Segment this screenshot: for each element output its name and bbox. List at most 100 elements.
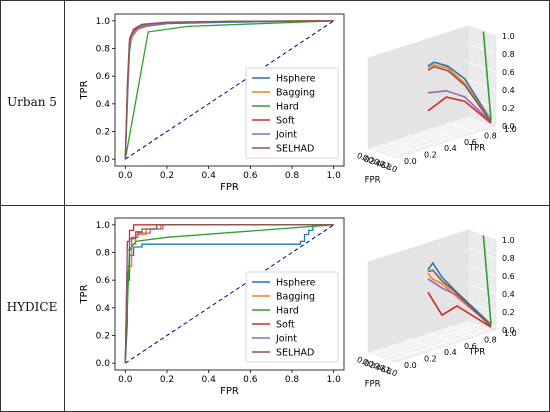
x-tick-label-3d: 1.0 — [383, 365, 398, 379]
surface-curve — [427, 269, 492, 327]
grid-line — [390, 327, 491, 361]
x-axis-label: FPR — [220, 182, 239, 193]
y-tick-label: 1.0 — [96, 221, 111, 231]
series-line-hard — [124, 20, 334, 160]
y-tick-label-3d: 0.4 — [444, 348, 457, 357]
y-axis-label: TPR — [79, 284, 90, 304]
grid-line — [467, 301, 497, 313]
surface-curve — [482, 31, 492, 121]
side-pane — [367, 229, 469, 353]
x-tick-label: 0.8 — [285, 171, 300, 181]
y-tick-label: 0.4 — [96, 304, 111, 314]
z-tick-label-3d: 0.4 — [502, 86, 515, 95]
grid-line — [373, 117, 474, 151]
z-tick-label-3d: 1.0 — [502, 32, 515, 41]
surface-curve — [427, 291, 492, 328]
grid-line — [407, 134, 437, 146]
y-tick-label-3d: 0.0 — [404, 157, 417, 166]
surface-curve — [482, 235, 492, 325]
y-tick-label-3d: 1.0 — [504, 125, 517, 134]
grid-line — [467, 97, 497, 109]
z-tick-label-3d: 0.0 — [502, 122, 515, 131]
y-tick-label-3d: 0.4 — [444, 144, 457, 153]
x-tick-label: 0.8 — [285, 375, 300, 385]
grid-line — [373, 321, 474, 355]
x-tick-label: 0.2 — [160, 171, 174, 181]
y-tick-label: 0.0 — [96, 155, 111, 165]
y-axis-label-3d: TPR — [468, 143, 485, 153]
surface-curve — [427, 61, 492, 121]
y-tick-label-3d: 0.8 — [484, 131, 497, 140]
grid-line — [467, 247, 497, 259]
y-tick-label: 0.6 — [96, 276, 111, 286]
series-line-selhad — [124, 224, 334, 364]
legend-label: Bagging — [276, 292, 315, 303]
roc-chart-1: 0.0 0.2 0.4 0.6 0.8 1.0 0.0 0.2 0.4 0.6 0.8 1.0 FPR T… — [79, 217, 345, 397]
grid-line — [427, 128, 457, 140]
y-tick-label-3d: 0.2 — [424, 355, 437, 364]
x-axis-label-3d: FPR — [365, 176, 381, 186]
y-tick-label-3d: 0.0 — [404, 361, 417, 370]
y-tick-label: 0.6 — [96, 72, 111, 82]
z-tick-label-3d: 0.8 — [502, 254, 515, 263]
x-tick-label-3d: 1.0 — [383, 161, 398, 175]
series-line-joint — [124, 224, 334, 364]
row-label-urban5: Urban 5 — [7, 95, 57, 109]
series-line-soft — [124, 224, 334, 364]
grid-line — [387, 141, 417, 152]
grid-line — [447, 122, 477, 133]
y-tick-label-3d: 0.6 — [464, 138, 477, 147]
x-tick-label: 0.4 — [201, 375, 216, 385]
x-tick-label: 0.2 — [160, 375, 174, 385]
y-tick-label: 0.2 — [96, 127, 110, 137]
x-axis-label-3d: FPR — [365, 380, 381, 390]
surface-curve — [427, 65, 492, 123]
roc-3d-chart-1: 0.00.20.40.60.81.0 0.00.20.40.60.81.00.00… — [355, 229, 517, 390]
grid-line — [427, 332, 457, 344]
grid-line — [467, 43, 497, 55]
surface-curve — [427, 64, 492, 122]
legend-label: SELHAD — [276, 144, 314, 155]
surface-curve — [427, 261, 492, 325]
grid-line — [467, 79, 497, 91]
grid-line — [379, 323, 480, 357]
x-tick-label: 0.0 — [118, 375, 133, 385]
legend-label: Soft — [276, 320, 295, 331]
y-tick-label-3d: 1.0 — [504, 329, 517, 338]
x-axis-label: FPR — [220, 386, 239, 397]
grid-line — [379, 119, 480, 153]
z-tick-label-3d: 1.0 — [502, 236, 515, 245]
x-tick-label: 0.6 — [243, 375, 258, 385]
x-tick-label: 0.4 — [201, 171, 216, 181]
grid-line — [390, 123, 491, 157]
row-label-hydice: HYDICE — [6, 300, 58, 314]
grid-line — [407, 338, 437, 350]
y-tick-label: 1.0 — [96, 17, 111, 27]
roc-3d-chart-0: 0.00.20.40.60.81.0 0.00.20.40.60.81.00.00… — [355, 25, 517, 186]
y-tick-label: 0.0 — [96, 359, 111, 369]
roc-chart-0: 0.0 0.2 0.4 0.6 0.8 1.0 0.0 0.2 0.4 0.6 0.8 1.0 FPR T… — [79, 13, 345, 193]
legend-label: Joint — [275, 334, 297, 345]
back-pane — [467, 25, 497, 127]
legend-label: SELHAD — [276, 348, 314, 359]
y-tick-label: 0.4 — [96, 100, 111, 110]
grid-line — [387, 345, 417, 356]
legend-box — [245, 67, 339, 159]
y-tick-label: 0.8 — [96, 45, 111, 55]
grid-line — [384, 325, 485, 359]
x-tick-label: 1.0 — [327, 171, 342, 181]
legend-label: Hard — [276, 306, 299, 317]
y-tick-label: 0.2 — [96, 331, 110, 341]
grid-line — [384, 121, 485, 155]
z-tick-label-3d: 0.2 — [502, 104, 515, 113]
legend-label: Soft — [276, 116, 295, 127]
y-tick-label-3d: 0.8 — [484, 335, 497, 344]
x-tick-label: 0.6 — [243, 171, 258, 181]
z-tick-label-3d: 0.4 — [502, 290, 515, 299]
side-pane — [367, 25, 469, 149]
surface-curve — [427, 96, 492, 124]
series-line-hsphere — [124, 224, 334, 364]
x-tick-label: 1.0 — [327, 375, 342, 385]
